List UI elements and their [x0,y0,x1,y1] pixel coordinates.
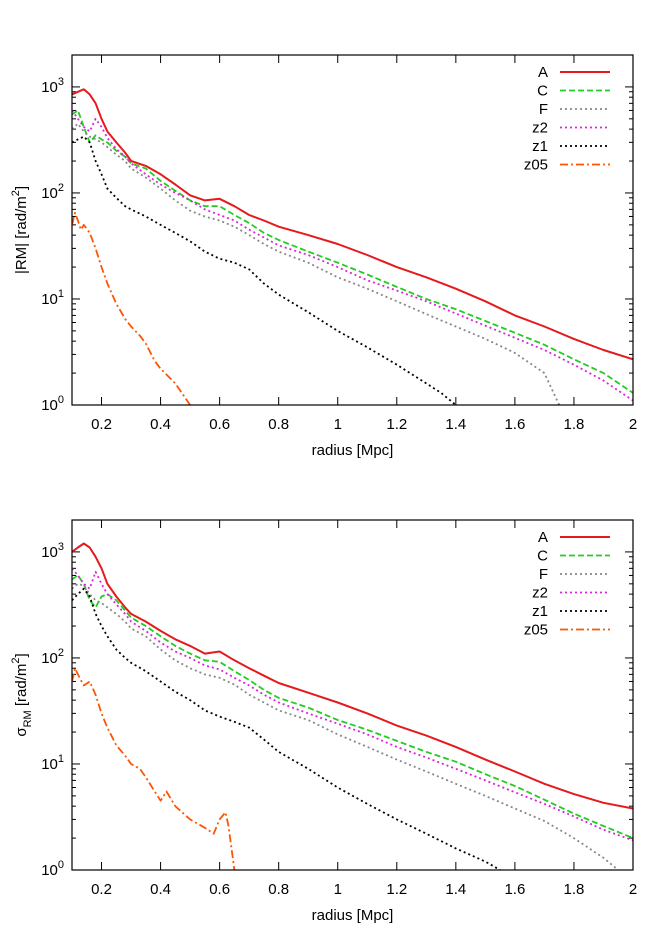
legend-label: z05 [524,157,548,174]
x-tick-label: 1.4 [445,416,466,433]
series-line-A [72,542,633,810]
y-axis-label: |RM| [rad/m2] [10,186,30,274]
y-tick-exponent: 1 [58,288,64,300]
y-tick-base: 10 [41,291,58,308]
x-tick-label: 0.4 [150,416,171,433]
plot-frame [71,54,634,406]
x-tick-label: 0.6 [209,881,230,898]
series-line-C [72,574,633,839]
x-axis-label: radius [Mpc] [312,907,394,924]
chart-panel-rm: 0.2 0.4 0.6 0.8 1 1.2 1.4 1.6 1.8 2100101102103AC… [10,54,637,459]
legend-label: z2 [532,585,548,602]
legend-label: z2 [532,120,548,137]
y-tick-label: 102 [41,647,64,667]
x-tick-label: 1.2 [386,416,407,433]
y-axis-label-subscript: RM [22,710,34,727]
series-line-C [72,109,633,394]
x-tick-label: 0.8 [268,881,289,898]
x-tick-label: 1.2 [386,881,407,898]
y-tick-label: 100 [41,859,64,879]
y-axis-label-superscript: 2 [10,190,22,196]
legend-label: C [537,83,548,100]
x-tick-label: 2 [629,881,637,898]
y-tick-label: 100 [41,394,64,414]
y-tick-label: 101 [41,288,64,308]
y-tick-exponent: 2 [58,647,64,659]
chart-panel-sigma-rm: 0.2 0.4 0.6 0.8 1 1.2 1.4 1.6 1.8 2100101102103AC… [10,519,637,924]
x-tick-label: 1.8 [564,416,585,433]
series-line-z05 [72,211,191,405]
legend-label: A [538,64,548,81]
x-tick-label: 0.2 [91,881,112,898]
x-tick-label: 1 [334,881,342,898]
series-group [72,88,633,405]
legend-label: F [539,566,548,583]
series-line-z2 [72,109,633,402]
y-tick-base: 10 [41,397,58,414]
x-tick-label: 0.4 [150,881,171,898]
series-line-F [72,582,619,870]
x-tick-label: 0.8 [268,416,289,433]
y-tick-exponent: 0 [58,394,64,406]
x-tick-label: 1.6 [504,881,525,898]
y-tick-base: 10 [41,862,58,879]
y-tick-base: 10 [41,185,58,202]
legend-label: C [537,548,548,565]
y-axis-label-superscript: 2 [10,657,22,663]
series-line-z2 [72,567,633,842]
legend-label: z05 [524,622,548,639]
y-tick-base: 10 [41,544,58,561]
x-tick-label: 0.2 [91,416,112,433]
y-tick-label: 103 [41,541,64,561]
plot-frame [71,519,634,871]
legend-label: z1 [532,138,548,155]
y-axis-label-tail: [rad/m [13,664,30,711]
series-line-z05 [72,667,236,870]
x-axis-label: radius [Mpc] [312,442,394,459]
y-axis-label-text: |RM| [rad/m [13,196,30,274]
y-tick-label: 101 [41,753,64,773]
y-tick-exponent: 0 [58,859,64,871]
x-tick-label: 1.8 [564,881,585,898]
y-tick-label: 102 [41,182,64,202]
y-tick-base: 10 [41,79,58,96]
legend-label: z1 [532,603,548,620]
series-group [72,542,633,870]
legend-label: A [538,529,548,546]
y-axis-label-text: σ [13,727,30,737]
x-tick-label: 1.4 [445,881,466,898]
x-tick-label: 1 [334,416,342,433]
x-tick-label: 1.6 [504,416,525,433]
y-tick-base: 10 [41,650,58,667]
y-axis-label-end: ] [13,186,30,190]
y-tick-label: 103 [41,76,64,96]
legend-label: F [539,101,548,118]
series-line-A [72,88,633,361]
y-axis-label: σRM [rad/m2] [10,653,34,736]
y-tick-exponent: 1 [58,753,64,765]
series-line-z1 [72,135,457,405]
y-tick-exponent: 3 [58,76,64,88]
x-tick-label: 2 [629,416,637,433]
x-tick-label: 0.6 [209,416,230,433]
y-tick-base: 10 [41,756,58,773]
y-axis-label-end: ] [13,653,30,657]
series-line-z1 [72,587,501,870]
y-tick-exponent: 2 [58,182,64,194]
y-tick-exponent: 3 [58,541,64,553]
